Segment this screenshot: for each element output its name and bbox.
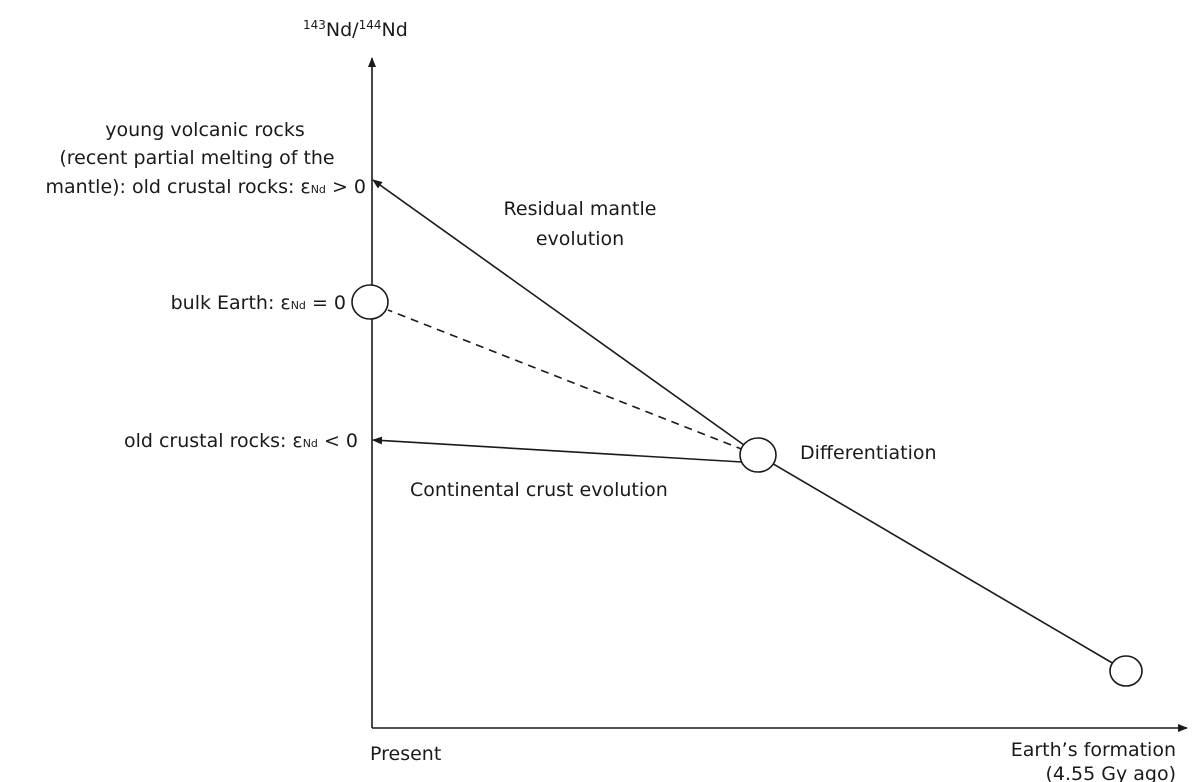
mantle-line — [757, 454, 1127, 672]
bulk-earth-dashed — [387, 309, 745, 451]
present-label: Present — [370, 743, 441, 765]
continental-crust-label: Continental crust evolution — [410, 479, 668, 501]
residual-mantle-line2: evolution — [536, 228, 624, 250]
formation-circle — [1109, 655, 1143, 687]
young-rocks-line3: mantle): old crustal rocks: εNd > 0 — [46, 176, 366, 198]
young-rocks-line1: young volcanic rocks — [105, 119, 304, 141]
bulk-earth-label: bulk Earth: εNd = 0 — [171, 292, 346, 314]
young-rocks-line2: (recent partial melting of the — [59, 147, 334, 169]
formation-line2: (4.55 Gy ago) — [1045, 763, 1176, 782]
bulk-earth-circle — [351, 284, 389, 320]
old-crust-label: old crustal rocks: εNd < 0 — [124, 430, 358, 452]
y-axis-label: 143Nd/144Nd — [303, 18, 408, 41]
residual-mantle-arrow — [372, 179, 759, 456]
crust-arrow — [372, 436, 743, 463]
residual-mantle-line1: Residual mantle — [504, 198, 657, 220]
differentiation-circle — [739, 437, 777, 473]
formation-line1: Earth’s formation — [1011, 739, 1176, 761]
differentiation-label: Differentiation — [800, 442, 937, 464]
